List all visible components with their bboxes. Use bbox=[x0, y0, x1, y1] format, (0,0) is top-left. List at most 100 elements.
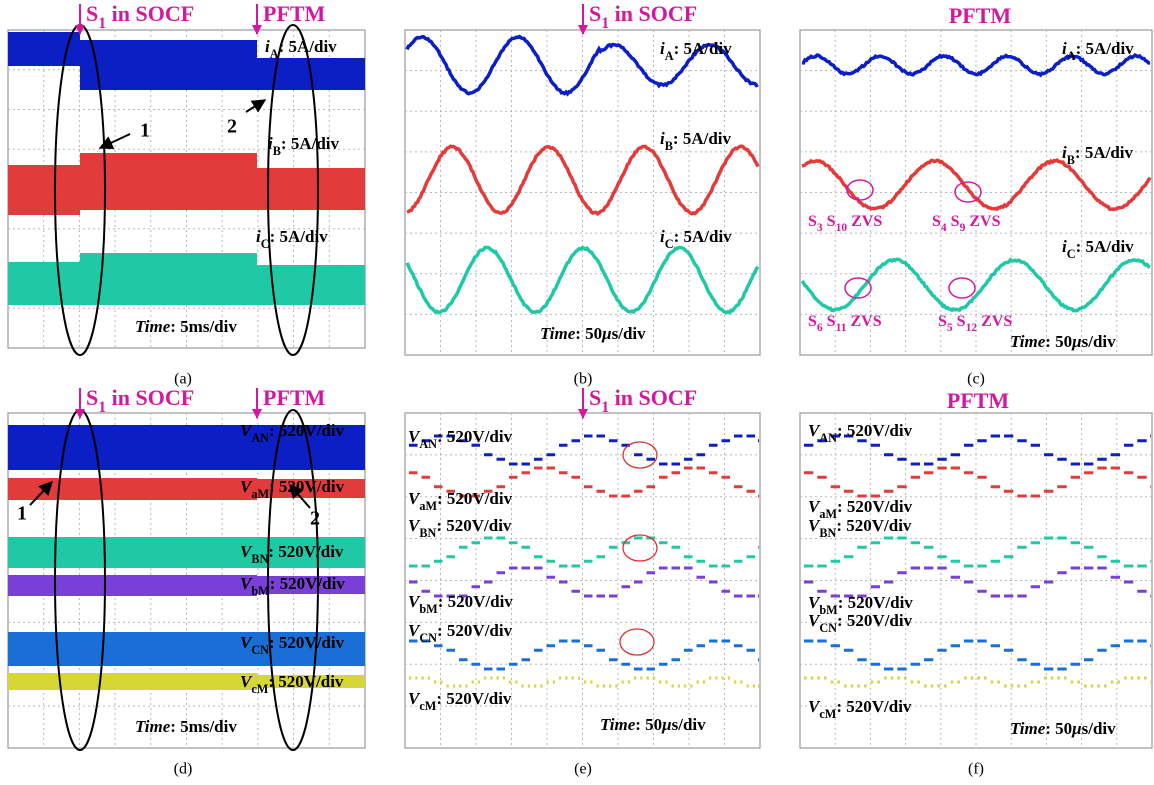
marker-label: 2 bbox=[227, 116, 237, 138]
figure: 1212S1 in SOCFPFTMS1 in SOCFPFTMS1 in SO… bbox=[0, 0, 1154, 785]
text-segment: C bbox=[665, 237, 674, 251]
text-segment: cM bbox=[419, 699, 436, 713]
text-segment: PFTM bbox=[947, 388, 1010, 413]
text-segment: : 5A/div bbox=[281, 134, 340, 153]
text-segment: S bbox=[932, 213, 941, 230]
text-segment: : 520V/div bbox=[836, 516, 912, 535]
text-segment: ZVS bbox=[847, 213, 882, 230]
text-segment: : 520V/div bbox=[837, 611, 913, 630]
text-segment: bM bbox=[419, 602, 438, 616]
text-segment: s/div bbox=[1082, 719, 1117, 738]
text-segment: : 5A/div bbox=[674, 227, 733, 246]
text-segment: : 520V/div bbox=[438, 592, 514, 611]
text-segment: : 520V/div bbox=[270, 574, 346, 593]
label: S1 in SOCF bbox=[589, 1, 697, 32]
text-segment: : 5ms/div bbox=[170, 717, 237, 736]
text-segment: Time bbox=[600, 715, 636, 734]
text-segment: CN bbox=[419, 631, 437, 645]
panel-caption: (c) bbox=[967, 371, 985, 388]
text-segment: : 520V/div bbox=[269, 477, 345, 496]
text-segment: in SOCF bbox=[106, 1, 194, 26]
text-segment: : 50 bbox=[635, 715, 662, 734]
text-segment: : 50 bbox=[1045, 332, 1072, 351]
text-segment: : 5A/div bbox=[673, 129, 732, 148]
text-segment: : 5A/div bbox=[1075, 143, 1134, 162]
text-segment: PFTM bbox=[263, 1, 326, 26]
text-segment: ZVS bbox=[846, 313, 881, 330]
label: PFTM bbox=[947, 388, 1010, 413]
text-segment: B bbox=[273, 144, 281, 158]
text-segment: PFTM bbox=[263, 385, 326, 410]
text-segment: 1 bbox=[98, 15, 106, 32]
label: S1 in SOCF bbox=[589, 385, 697, 416]
text-segment: : 5A/div bbox=[279, 37, 338, 56]
text-segment: in SOCF bbox=[609, 1, 697, 26]
marker-label: 1 bbox=[17, 503, 27, 525]
panel-caption: (d) bbox=[174, 761, 193, 778]
text-segment: aM bbox=[819, 507, 837, 521]
marker-label: 2 bbox=[310, 508, 320, 530]
text-segment: : 520V/div bbox=[268, 672, 344, 691]
text-segment: : 5A/div bbox=[674, 39, 733, 58]
text-segment: B bbox=[1067, 153, 1075, 167]
label: Time: 5ms/div bbox=[135, 317, 237, 336]
text-segment: s/div bbox=[612, 324, 647, 343]
text-segment: AN bbox=[419, 437, 437, 451]
marker-label: 1 bbox=[140, 120, 150, 142]
text-segment: aM bbox=[251, 487, 269, 501]
panel-caption: (b) bbox=[574, 371, 593, 388]
text-segment: BN bbox=[819, 526, 836, 540]
label: Time: 50μs/div bbox=[1010, 719, 1116, 738]
text-segment: cM bbox=[819, 707, 836, 721]
text-segment: bM bbox=[251, 584, 270, 598]
label: S1 in SOCF bbox=[86, 385, 194, 416]
text-segment: A bbox=[1067, 49, 1076, 63]
text-segment: S bbox=[589, 1, 601, 26]
text-segment: in SOCF bbox=[609, 385, 697, 410]
text-segment: : 520V/div bbox=[436, 516, 512, 535]
text-segment: : 520V/div bbox=[436, 689, 512, 708]
text-segment: A bbox=[665, 49, 674, 63]
text-segment: bM bbox=[819, 603, 838, 617]
text-segment: : 520V/div bbox=[269, 633, 345, 652]
text-segment: S bbox=[953, 313, 966, 330]
text-segment: 12 bbox=[966, 322, 978, 334]
text-segment: : 520V/div bbox=[837, 497, 913, 516]
text-segment: S bbox=[823, 313, 836, 330]
label: Time: 5ms/div bbox=[135, 717, 237, 736]
text-segment: AN bbox=[251, 431, 269, 445]
text-segment: CN bbox=[819, 621, 837, 635]
text-segment: Time bbox=[540, 324, 576, 343]
text-segment: ZVS bbox=[977, 313, 1012, 330]
text-segment: : 520V/div bbox=[268, 542, 344, 561]
label: Time: 50μs/div bbox=[1010, 332, 1116, 351]
text-segment: cM bbox=[251, 682, 268, 696]
label: Time: 50μs/div bbox=[540, 324, 646, 343]
text-segment: C bbox=[261, 237, 270, 251]
text-segment: : 520V/div bbox=[836, 697, 912, 716]
label: PFTM bbox=[263, 385, 326, 410]
text-segment: S bbox=[808, 313, 817, 330]
text-segment: : 5A/div bbox=[1076, 237, 1135, 256]
text-segment: PFTM bbox=[949, 3, 1012, 28]
label: Time: 50μs/div bbox=[600, 715, 706, 734]
panel-caption: (f) bbox=[968, 761, 984, 778]
label: PFTM bbox=[949, 3, 1012, 28]
text-segment: BN bbox=[251, 552, 268, 566]
text-segment: : 520V/div bbox=[437, 427, 513, 446]
text-segment: : 5A/div bbox=[270, 227, 329, 246]
label: S1 in SOCF bbox=[86, 1, 194, 32]
text-segment: s/div bbox=[672, 715, 707, 734]
text-segment: Time bbox=[1010, 332, 1046, 351]
text-segment: S bbox=[938, 313, 947, 330]
text-segment: aM bbox=[419, 499, 437, 513]
text-segment: μ bbox=[661, 715, 671, 734]
text-segment: 1 bbox=[98, 399, 106, 416]
text-segment: 1 bbox=[601, 15, 609, 32]
label: PFTM bbox=[263, 1, 326, 26]
panel-caption: (e) bbox=[574, 761, 592, 778]
text-segment: AN bbox=[819, 431, 837, 445]
text-segment: 1 bbox=[601, 399, 609, 416]
text-segment: S bbox=[823, 213, 836, 230]
text-segment: : 50 bbox=[1045, 719, 1072, 738]
